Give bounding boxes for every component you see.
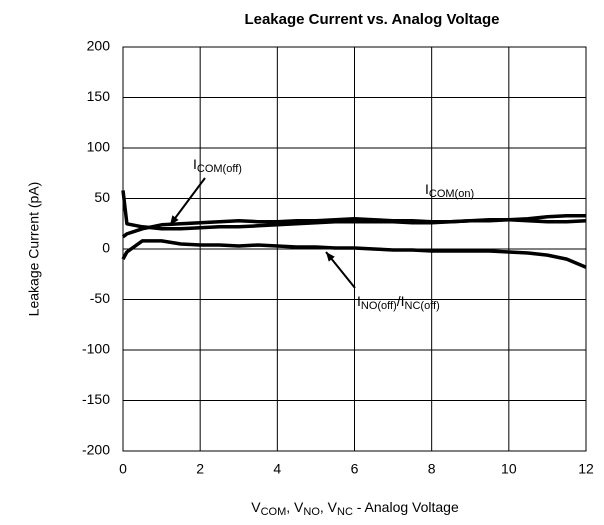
annotation-part: I: [425, 181, 429, 197]
annotation-subscript: COM(off): [197, 163, 242, 175]
x-axis-label-subscript: COM: [261, 506, 287, 518]
annotation-arrow: [169, 177, 206, 226]
y-tick-label: -200: [82, 442, 110, 458]
x-tick-label: 4: [273, 461, 281, 477]
x-tick-label: 2: [196, 461, 204, 477]
y-tick-label: 200: [87, 38, 111, 54]
annotation-part: /I: [397, 293, 405, 309]
annotation: ICOM(off): [193, 156, 242, 175]
y-axis-label: Leakage Current (pA): [26, 182, 42, 317]
x-axis-label-part: , V: [286, 499, 304, 515]
y-tick-label: 50: [94, 189, 110, 205]
x-axis-label-part: , V: [320, 499, 338, 515]
plot-frame: [122, 46, 587, 452]
x-tick-label: 0: [119, 461, 127, 477]
x-tick-label: 12: [578, 461, 594, 477]
x-tick-label: 6: [351, 461, 359, 477]
arrow-head: [170, 215, 179, 225]
annotation-part: I: [357, 293, 361, 309]
annotation-part: I: [193, 156, 197, 172]
y-tick-label: 150: [87, 88, 111, 104]
y-tick-label: -150: [82, 391, 110, 407]
y-tick-label: -50: [90, 290, 110, 306]
x-axis-label-subscript: NC: [337, 506, 353, 518]
x-tick-label: 8: [428, 461, 436, 477]
x-axis-label-part: V: [251, 499, 261, 515]
annotation-subscript: COM(on): [429, 188, 474, 200]
x-axis-label-part: - Analog Voltage: [353, 499, 459, 515]
annotation: ICOM(on): [425, 181, 474, 200]
y-tick-label: 0: [102, 240, 110, 256]
data-line: [121, 216, 587, 239]
y-tick-label: -100: [82, 341, 110, 357]
arrow-head: [326, 252, 335, 262]
x-tick-label: 10: [501, 461, 517, 477]
data-line: [121, 239, 587, 269]
x-axis-label-subscript: NO: [303, 506, 320, 518]
annotation-subscript: NC(off): [405, 300, 440, 312]
y-tick-label: 100: [87, 139, 111, 155]
annotation-subscript: NO(off): [361, 300, 397, 312]
annotation: INO(off)/INC(off): [357, 293, 440, 312]
chart-title: Leakage Current vs. Analog Voltage: [244, 11, 499, 28]
x-axis-label: VCOM, VNO, VNC - Analog Voltage: [251, 499, 459, 518]
